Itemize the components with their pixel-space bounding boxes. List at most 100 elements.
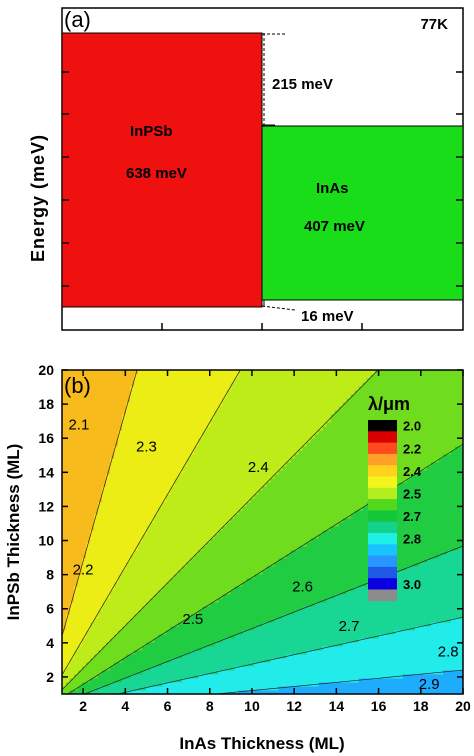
contour-cell [362,594,368,599]
contour-cell [210,670,215,675]
contour-cell [246,666,251,671]
contour-cell [266,634,272,639]
contour-cell [194,538,199,543]
contour-cell [414,534,420,539]
contour-cell [394,514,400,519]
contour-cell [214,610,219,615]
contour-cell [210,562,215,567]
contour-cell [66,542,71,547]
contour-cell [418,522,424,527]
contour-cell [146,666,151,671]
contour-cell [218,554,223,559]
contour-cell [66,514,71,519]
contour-cell [310,590,316,595]
contour-cell [334,662,340,667]
contour-cell [170,570,175,575]
contour-cell [202,590,207,595]
contour-cell [358,606,364,611]
contour-cell [418,666,424,671]
contour-cell [186,510,191,515]
contour-cell [78,614,83,619]
contour-cell [262,666,268,671]
contour-cell [394,586,400,591]
contour-cell [114,674,119,679]
contour-cell [222,538,227,543]
contour-cell [394,506,400,511]
contour-cell [194,594,199,599]
contour-cell [434,546,440,551]
contour-cell [282,582,288,587]
contour-cell [90,658,95,663]
contour-cell [94,666,99,671]
contour-cell [178,510,183,515]
contour-cell [70,510,75,515]
contour-cell [210,622,215,627]
contour-cell [298,658,304,663]
contour-cell [254,578,259,583]
contour-cell [74,662,79,667]
contour-cell [242,634,247,639]
contour-cell [378,686,384,691]
contour-cell [246,542,251,547]
contour-cell [294,650,300,655]
contour-cell [406,666,412,671]
contour-cell [326,578,332,583]
contour-cell [326,534,332,539]
contour-cell [86,606,91,611]
contour-cell [78,662,83,667]
contour-cell [422,598,428,603]
contour-cell [262,542,268,547]
contour-cell [454,630,460,635]
contour-cell [406,498,412,503]
contour-cell [282,630,288,635]
contour-cell [394,686,400,691]
contour-cell [350,506,356,511]
contour-cell [242,678,247,683]
contour-cell [446,518,452,523]
contour-cell [306,674,312,679]
contour-cell [66,598,71,603]
contour-cell [142,622,147,627]
contour-cell [458,618,463,623]
contour-cell [302,630,308,635]
contour-cell [318,582,324,587]
contour-cell [266,566,272,571]
contour-cell [130,654,135,659]
contour-cell [294,646,300,651]
contour-cell [170,586,175,591]
contour-cell [318,542,324,547]
contour-cell [450,582,456,587]
contour-cell [366,690,372,694]
contour-cell [450,654,456,659]
contour-cell [402,642,408,647]
contour-cell [274,586,280,591]
contour-cell [454,586,460,591]
contour-cell [282,522,288,527]
contour-cell [78,518,83,523]
contour-cell [378,690,384,694]
contour-cell [238,666,243,671]
contour-cell [426,574,432,579]
contour-cell [194,582,199,587]
contour-cell [282,634,288,639]
contour-cell [274,566,280,571]
contour-cell [138,586,143,591]
contour-cell [442,622,448,627]
contour-cell [118,554,123,559]
contour-cell [194,630,199,635]
contour-cell [198,674,203,679]
contour-cell [230,534,235,539]
contour-cell [434,526,440,531]
contour-cell [114,542,119,547]
contour-cell [102,646,107,651]
contour-cell [306,510,312,515]
contour-cell [266,502,272,507]
contour-cell [218,494,223,499]
contour-cell [174,662,179,667]
contour-cell [446,590,452,595]
contour-cell [146,522,151,527]
contour-cell [422,626,428,631]
contour-cell [98,678,103,683]
contour-cell [134,562,139,567]
contour-cell [206,550,211,555]
